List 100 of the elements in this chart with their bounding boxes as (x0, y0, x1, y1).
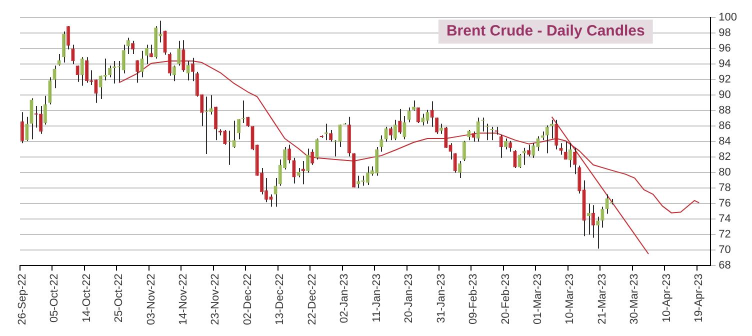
x-tick-label: 09-Feb-23 (468, 274, 480, 324)
y-tick-label: 98 (718, 27, 731, 40)
y-tick-label: 68 (718, 260, 731, 272)
y-tick-label: 90 (718, 89, 731, 102)
candlestick (144, 44, 148, 65)
candlestick (605, 194, 609, 214)
candlestick (140, 50, 144, 78)
candlestick (398, 108, 402, 134)
candlestick (388, 126, 392, 141)
candlestick (163, 30, 167, 56)
x-tick-label: 02-Jan-23 (338, 274, 351, 324)
candlestick (518, 154, 522, 168)
candlestick (108, 65, 112, 78)
candlestick (310, 148, 314, 166)
candlestick (122, 44, 126, 74)
x-tick-label: 10-Mar-23 (564, 274, 576, 324)
y-tick-label: 96 (718, 42, 731, 55)
candlestick (25, 116, 29, 142)
y-tick-label: 78 (718, 182, 731, 194)
x-tick-label: 22-Dec-22 (306, 274, 318, 325)
y-tick-label: 84 (718, 136, 731, 148)
candlestick (71, 44, 75, 65)
x-tick-label: 23-Nov-22 (210, 274, 222, 325)
candlestick (554, 119, 558, 150)
y-tick-label: 76 (718, 198, 731, 210)
x-tick-label: 13-Dec-22 (274, 274, 286, 325)
candlestick (536, 136, 540, 152)
candlestick (38, 105, 43, 134)
candlestick (568, 142, 572, 168)
candlestick (315, 138, 319, 160)
candlestick (20, 112, 24, 144)
y-tick-label: 72 (718, 228, 731, 241)
candlestick (591, 204, 596, 238)
candlestick (131, 40, 135, 55)
candlestick (80, 56, 84, 86)
candlestick (232, 120, 236, 148)
x-tick-label: 11-Jan-23 (370, 274, 383, 322)
y-tick-label: 82 (718, 151, 731, 164)
candlestick (301, 160, 305, 185)
candlestick (476, 117, 480, 142)
candlestick (52, 65, 56, 89)
x-tick-label: 10-Apr-23 (660, 274, 673, 323)
y-tick-label: 80 (718, 166, 731, 179)
candlestick (412, 100, 416, 112)
candlestick (407, 107, 411, 123)
candlestick (48, 76, 52, 105)
candlestick (467, 129, 471, 141)
candlestick (306, 148, 310, 174)
candlestick (292, 157, 296, 184)
candlestick (499, 134, 503, 158)
y-tick-label: 100 (718, 12, 738, 24)
candlestick (458, 160, 462, 179)
candlestick (504, 138, 508, 150)
x-tick-label: 30-Mar-23 (628, 274, 641, 324)
candlestick (462, 140, 466, 162)
chart-title: Brent Crude - Daily Candles (446, 22, 645, 40)
x-tick-label: 20-Jan-23 (403, 274, 416, 324)
x-tick-label: 14-Oct-22 (80, 274, 93, 323)
x-tick-label: 02-Dec-22 (242, 274, 254, 325)
x-tick-label: 31-Jan-23 (435, 274, 448, 324)
x-tick-label: 05-Oct-22 (48, 274, 61, 323)
candlestick (288, 144, 292, 164)
candlestick (586, 203, 590, 236)
candlestick (66, 26, 70, 50)
candlestick (269, 194, 273, 208)
y-tick-label: 70 (718, 244, 731, 256)
candlestick (94, 79, 98, 104)
candlestick (440, 123, 444, 134)
candlestick (57, 54, 61, 66)
candlestick (236, 118, 240, 140)
x-tick-label: 19-Apr-23 (693, 274, 706, 323)
candlestick (430, 100, 434, 128)
candlestick (508, 140, 512, 152)
candlestick (559, 142, 563, 156)
candlestick (296, 167, 300, 178)
candlestick (328, 129, 333, 142)
y-tick-label: 94 (718, 58, 731, 70)
candlestick (522, 147, 526, 166)
candlestick (472, 131, 476, 142)
candlestick (513, 150, 517, 168)
candlestick (434, 117, 438, 134)
x-tick-label: 01-Mar-23 (532, 274, 544, 324)
x-tick-label: 26-Sep-22 (16, 274, 28, 326)
candlestick (62, 31, 66, 64)
candlestick (532, 142, 536, 158)
candlestick (573, 147, 577, 175)
candlestick (550, 119, 554, 140)
candlestick (600, 206, 604, 228)
candlestick (209, 94, 213, 115)
x-tick-label: 20-Feb-23 (500, 274, 512, 324)
candlestick (186, 60, 190, 81)
y-tick-label: 86 (718, 120, 731, 132)
candlestick (98, 75, 102, 100)
candlestick (76, 65, 80, 82)
candlestick (338, 124, 342, 148)
candlestick (44, 95, 48, 126)
x-tick-label: 25-Oct-22 (113, 274, 126, 323)
candlestick (402, 116, 406, 140)
candlestick (384, 126, 388, 142)
candlestick (596, 216, 600, 250)
